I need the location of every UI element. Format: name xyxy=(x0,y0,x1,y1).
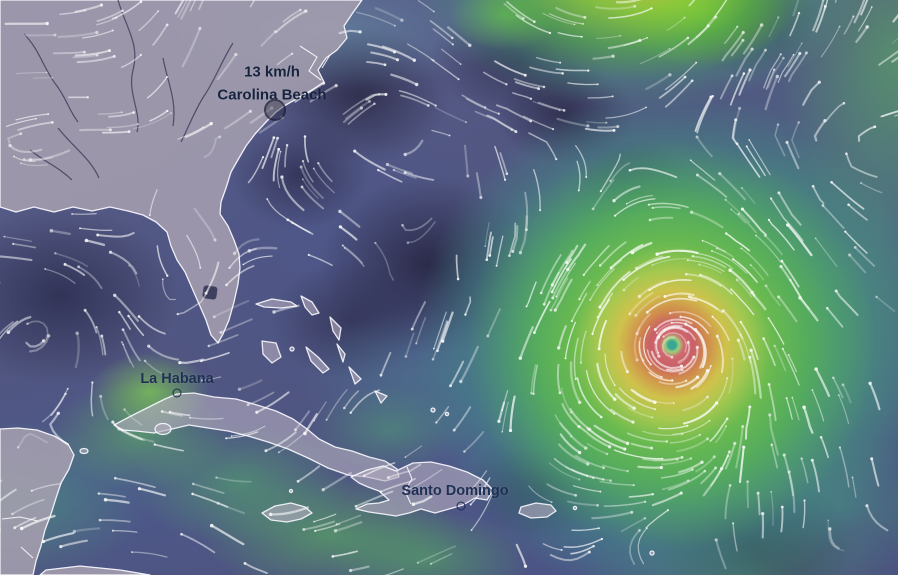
lake-okeechobee xyxy=(202,285,218,300)
honduras-coast xyxy=(39,565,151,575)
pamlico-sound-outline xyxy=(299,45,331,81)
yucatan-peninsula xyxy=(0,427,75,575)
cayman-islands xyxy=(288,488,294,494)
station-wind-label[interactable]: 13 km/h Carolina Beach xyxy=(217,62,326,107)
haiti-dr-border xyxy=(404,466,413,505)
isla-de-la-juventud xyxy=(154,422,172,436)
small-island xyxy=(649,550,655,556)
cozumel xyxy=(79,447,89,455)
city-label-santo-domingo[interactable]: Santo Domingo xyxy=(401,483,509,499)
virgin-islands xyxy=(572,505,578,511)
carolina-beach-station-marker[interactable] xyxy=(264,99,286,121)
station-name: Carolina Beach xyxy=(217,86,327,103)
bahamas-islands xyxy=(255,295,450,417)
la-habana-marker[interactable] xyxy=(172,388,182,398)
puerto-rico xyxy=(518,502,557,519)
rivers-and-borders xyxy=(23,0,234,181)
city-label-la-habana[interactable]: La Habana xyxy=(140,371,214,387)
country-borders xyxy=(1,516,39,559)
santo-domingo-marker[interactable] xyxy=(456,501,466,511)
station-wind-speed: 13 km/h xyxy=(244,63,300,81)
